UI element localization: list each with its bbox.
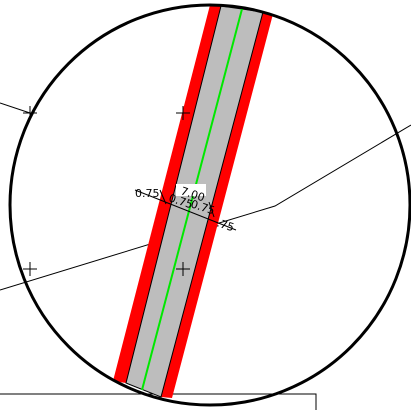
left-edge-band — [113, 5, 221, 383]
dimension-tick-right — [208, 201, 215, 218]
dimension-tick-left — [159, 189, 167, 205]
dimension-label-right-shoulder: .75 — [215, 216, 236, 234]
plus-icon — [176, 106, 190, 120]
plus-icon — [23, 262, 37, 276]
magnifier-circle — [8, 3, 411, 407]
dimension-label-bg — [176, 184, 206, 196]
boundary-line-lower — [0, 124, 411, 291]
frame-line — [0, 393, 317, 410]
right-edge-band — [161, 12, 273, 398]
boundary-line-upper — [0, 102, 31, 114]
dimension-line — [134, 189, 237, 231]
dimension-label-left-shoulder: 0.75 — [135, 187, 160, 200]
road-centerline — [141, 8, 243, 391]
plus-icon — [176, 262, 190, 276]
